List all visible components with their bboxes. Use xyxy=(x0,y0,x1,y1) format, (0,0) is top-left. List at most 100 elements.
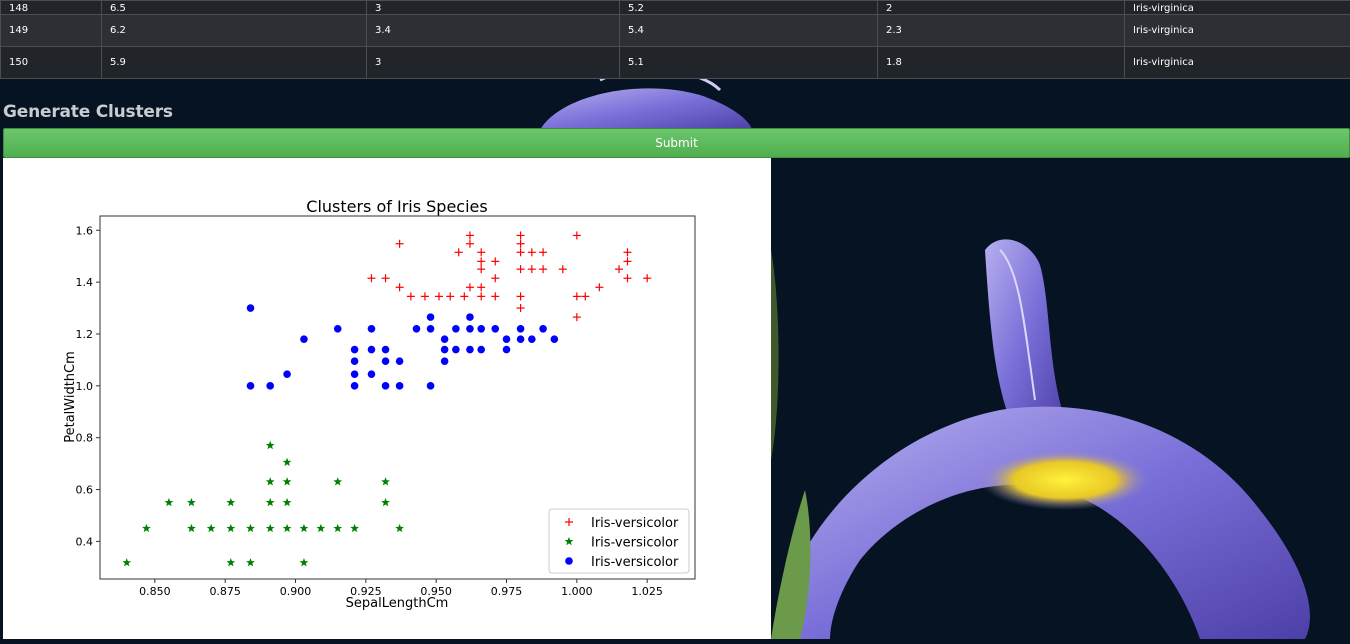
table-cell: 149 xyxy=(1,15,102,47)
data-point xyxy=(283,498,292,506)
data-point xyxy=(615,265,623,273)
data-point xyxy=(395,524,404,532)
data-point xyxy=(452,325,460,333)
data-point xyxy=(368,370,376,378)
data-point xyxy=(623,257,631,265)
data-point xyxy=(226,524,235,532)
data-point xyxy=(266,498,275,506)
data-point xyxy=(503,346,511,354)
data-point xyxy=(595,283,603,291)
y-tick-label: 0.4 xyxy=(76,535,94,548)
data-point xyxy=(477,265,485,273)
legend-label: Iris-versicolor xyxy=(591,516,679,531)
data-point xyxy=(460,292,468,300)
data-point xyxy=(452,346,460,354)
data-point xyxy=(427,382,435,390)
y-axis-ticks: 0.40.60.81.01.21.41.6 xyxy=(76,224,101,548)
data-point xyxy=(300,524,309,532)
data-point xyxy=(407,292,415,300)
x-axis-label: SepalLengthCm xyxy=(346,596,449,611)
x-tick-label: 1.000 xyxy=(561,585,593,598)
data-point xyxy=(455,248,463,256)
iris-data-table: 148 6.5 3 5.2 2 Iris-virginica 149 6.2 3… xyxy=(0,0,1350,79)
data-point xyxy=(446,292,454,300)
data-point xyxy=(247,382,255,390)
data-point xyxy=(517,325,525,333)
data-point xyxy=(266,441,275,449)
data-point xyxy=(539,248,547,256)
data-point xyxy=(283,458,292,466)
data-point xyxy=(466,283,474,291)
data-point xyxy=(466,325,474,333)
submit-button[interactable]: Submit xyxy=(3,128,1350,158)
data-point xyxy=(623,248,631,256)
data-point xyxy=(351,346,359,354)
data-point xyxy=(466,313,474,321)
data-point xyxy=(316,524,325,532)
data-point xyxy=(491,257,499,265)
data-point xyxy=(528,335,536,343)
legend-label: Iris-versicolor xyxy=(591,555,679,570)
data-point xyxy=(351,370,359,378)
table-cell: Iris-virginica xyxy=(1125,1,1350,15)
data-point xyxy=(441,346,449,354)
y-axis-label: PetalWidthCm xyxy=(63,351,78,443)
table-cell: 150 xyxy=(1,47,102,79)
data-point xyxy=(283,524,292,532)
data-point xyxy=(266,382,274,390)
data-point xyxy=(246,558,255,566)
data-point xyxy=(226,498,235,506)
data-point xyxy=(503,335,511,343)
data-point xyxy=(491,274,499,282)
data-point xyxy=(351,357,359,365)
data-point xyxy=(517,231,525,239)
x-tick-label: 0.850 xyxy=(139,585,171,598)
data-point xyxy=(517,304,525,312)
data-point xyxy=(142,524,151,532)
table-cell: 3 xyxy=(367,47,620,79)
table-cell: 6.2 xyxy=(102,15,367,47)
data-point xyxy=(573,292,581,300)
data-point xyxy=(517,335,525,343)
data-point xyxy=(466,231,474,239)
data-point xyxy=(477,257,485,265)
data-point xyxy=(491,292,499,300)
table-cell: 3.4 xyxy=(367,15,620,47)
data-point xyxy=(573,313,581,321)
y-tick-label: 1.6 xyxy=(76,224,94,237)
data-point xyxy=(396,283,404,291)
data-point xyxy=(334,325,342,333)
data-point xyxy=(466,240,474,248)
y-tick-label: 0.8 xyxy=(76,432,94,445)
legend-label: Iris-versicolor xyxy=(591,536,679,551)
data-point xyxy=(283,370,291,378)
data-point xyxy=(643,274,651,282)
table-row: 149 6.2 3.4 5.4 2.3 Iris-virginica xyxy=(1,15,1350,47)
data-point xyxy=(441,335,449,343)
table-cell: 2.3 xyxy=(878,15,1125,47)
data-point xyxy=(517,292,525,300)
table-cell: 1.8 xyxy=(878,47,1125,79)
data-point xyxy=(396,357,404,365)
table-cell: 6.5 xyxy=(102,1,367,15)
data-point xyxy=(421,292,429,300)
data-point xyxy=(187,498,196,506)
data-point xyxy=(477,292,485,300)
data-point xyxy=(435,292,443,300)
section-title: Generate Clusters xyxy=(3,102,173,122)
data-point xyxy=(165,498,174,506)
data-point xyxy=(122,558,131,566)
data-point xyxy=(396,382,404,390)
data-point xyxy=(226,558,235,566)
y-tick-label: 1.0 xyxy=(76,380,94,393)
table-cell: 5.4 xyxy=(620,15,878,47)
x-tick-label: 0.900 xyxy=(280,585,312,598)
data-point xyxy=(413,325,421,333)
data-point xyxy=(247,304,255,312)
data-point xyxy=(491,325,499,333)
legend-marker xyxy=(565,557,573,565)
data-point xyxy=(623,274,631,282)
data-point xyxy=(539,325,547,333)
table-cell: Iris-virginica xyxy=(1125,47,1350,79)
data-point xyxy=(368,325,376,333)
